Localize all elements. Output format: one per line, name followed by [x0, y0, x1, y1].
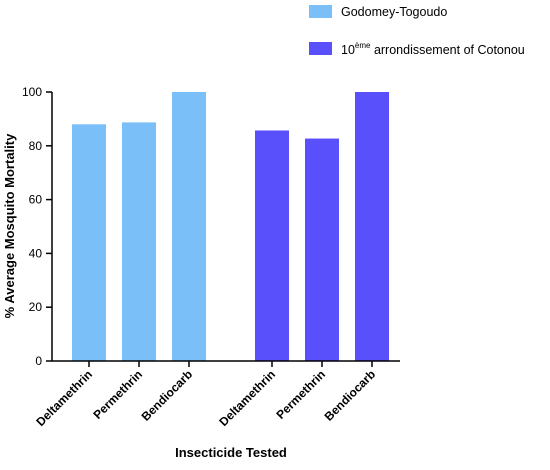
bar-0-permethrin	[122, 122, 156, 361]
legend: Godomey-Togoudo 10ème arrondissement of …	[309, 5, 525, 57]
legend-label-cotonou-rest: arrondissement of Cotonou	[370, 43, 524, 57]
legend-label-godomey: Godomey-Togoudo	[341, 5, 447, 19]
y-tick-label: 20	[29, 300, 43, 314]
x-tick-label: Permethrin	[90, 367, 145, 422]
y-tick-label: 60	[29, 193, 43, 207]
legend-swatch-cotonou	[309, 42, 332, 55]
x-tick-label: Deltamethrin	[33, 367, 95, 429]
bar-1-bendiocarb	[355, 92, 389, 361]
y-axis-title: % Average Mosquito Mortality	[2, 133, 17, 318]
x-axis-title: Insecticide Tested	[175, 445, 287, 460]
legend-label-cotonou-base: 10	[341, 43, 355, 57]
legend-swatch-godomey	[309, 5, 332, 18]
x-tick-label: Bendiocarb	[139, 367, 196, 424]
y-tick-label: 100	[22, 85, 42, 99]
bar-0-bendiocarb	[172, 92, 206, 361]
x-tick-label: Permethrin	[273, 367, 328, 422]
legend-label-cotonou-sup: ème	[355, 41, 371, 50]
bar-1-permethrin	[305, 138, 339, 361]
x-tick-label: Deltamethrin	[216, 367, 278, 429]
bars-group	[72, 92, 389, 361]
y-tick-label: 80	[29, 139, 43, 153]
y-tick-label: 0	[35, 354, 42, 368]
x-tick-label: Bendiocarb	[322, 367, 379, 424]
y-ticks-group: 0 20 40 60 80 100	[22, 85, 52, 368]
bar-1-deltamethrin	[255, 130, 289, 361]
legend-label-cotonou: 10ème arrondissement of Cotonou	[341, 41, 525, 57]
axes-group	[51, 92, 400, 362]
y-tick-label: 40	[29, 246, 43, 260]
bar-0-deltamethrin	[72, 124, 106, 361]
